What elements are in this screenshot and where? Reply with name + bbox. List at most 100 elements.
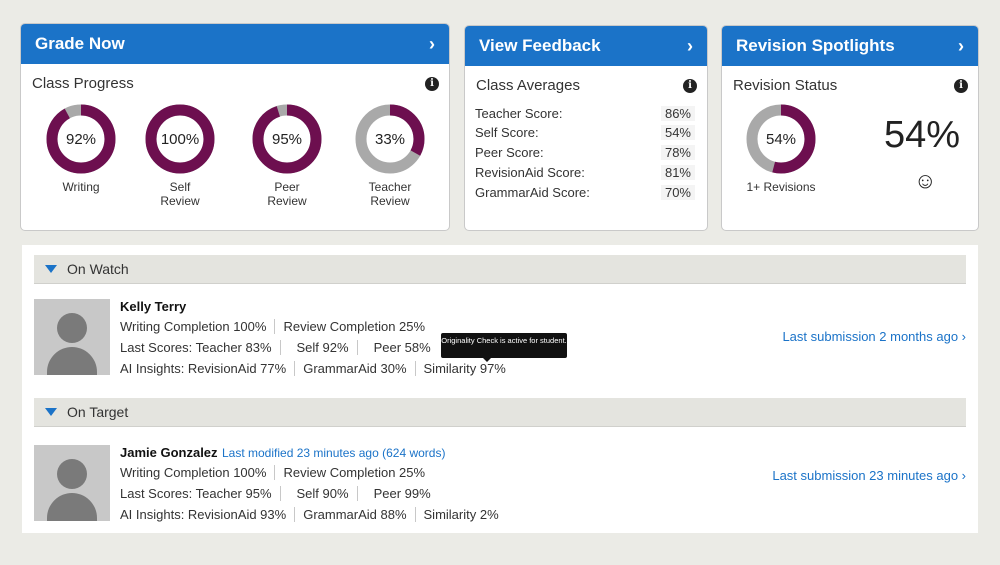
- teacher-score: Last Scores: Teacher 95%: [120, 486, 281, 501]
- donut-teacher-review: 33% Teacher Review: [345, 104, 435, 208]
- originality-tooltip: Originality Check is active for student.: [441, 333, 567, 362]
- class-progress-title: Class Progress: [32, 75, 134, 92]
- smiley-icon: ☺: [914, 168, 937, 193]
- triangle-down-icon: [45, 408, 57, 416]
- donut-revisions: 54% 1+ Revisions: [736, 104, 826, 194]
- donut-percent: 33%: [374, 130, 406, 148]
- donut-writing: 92% Writing: [36, 104, 126, 194]
- review-completion: Review Completion 25%: [283, 465, 426, 480]
- scores-line: Last Scores: Teacher 83% Self 92% Peer 5…: [120, 340, 447, 355]
- donut-percent: 92%: [65, 130, 97, 148]
- average-label: RevisionAid Score:: [475, 165, 585, 180]
- average-label: GrammarAid Score:: [475, 185, 590, 200]
- revision-spotlights-title: Revision Spotlights: [736, 36, 895, 55]
- class-progress-row: Class Progress i: [21, 75, 449, 92]
- class-averages-row: Class Averages i: [465, 77, 707, 94]
- donut-peer-review: 95% Peer Review: [242, 104, 332, 208]
- completion-line: Writing Completion 100% Review Completio…: [120, 319, 441, 334]
- info-icon[interactable]: i: [683, 78, 697, 93]
- teacher-score: Last Scores: Teacher 83%: [120, 340, 281, 355]
- revision-big-percent: 54%: [884, 114, 961, 156]
- section-title: On Target: [67, 404, 129, 420]
- grade-now-card: Grade Now › Class Progress i 92% Writing…: [20, 23, 450, 231]
- donut-label: 1+ Revisions: [746, 180, 816, 194]
- insights-line: AI Insights: RevisionAid 77% GrammarAid …: [120, 361, 522, 376]
- chevron-right-icon: ›: [958, 35, 964, 56]
- donut-arc: [252, 104, 322, 174]
- donut-percent: 95%: [271, 130, 303, 148]
- view-feedback-card: View Feedback › Class Averages i Teacher…: [464, 25, 708, 231]
- revision-status-row: Revision Status i: [722, 77, 978, 94]
- progress-donuts: 92% Writing 100% Self Review 95% Peer Re…: [21, 104, 449, 224]
- donut-arc: [355, 104, 425, 174]
- student-name[interactable]: Kelly Terry: [120, 299, 187, 314]
- avatar-head: [57, 459, 87, 489]
- revision-status-title: Revision Status: [733, 77, 838, 94]
- view-feedback-header[interactable]: View Feedback ›: [465, 26, 707, 66]
- insights-line: AI Insights: RevisionAid 93% GrammarAid …: [120, 507, 515, 522]
- last-submission-link[interactable]: Last submission 23 minutes ago ›: [772, 468, 966, 483]
- average-row-teacher: Teacher Score: 86%: [475, 106, 695, 121]
- average-value: 70%: [660, 185, 695, 200]
- donut-arc: [746, 104, 816, 174]
- donut-chart: 95%: [252, 104, 322, 174]
- donut-label: Peer Review: [267, 180, 307, 208]
- similarity-score[interactable]: Similarity 97%: [423, 361, 506, 376]
- average-label: Self Score:: [475, 125, 539, 140]
- average-row-revisionaid: RevisionAid Score: 81%: [475, 165, 695, 180]
- grade-now-header[interactable]: Grade Now ›: [21, 24, 449, 64]
- student-row-jamie-gonzalez: Jamie Gonzalez Last modified 23 minutes …: [34, 445, 966, 535]
- peer-score: Peer 99%: [373, 486, 431, 501]
- chevron-right-icon: ›: [429, 33, 435, 54]
- average-value: 78%: [660, 145, 695, 160]
- grammaraid-score: GrammarAid 30%: [303, 361, 416, 376]
- chevron-right-icon: ›: [687, 35, 693, 56]
- donut-chart: 92%: [46, 104, 116, 174]
- revisionaid-score: AI Insights: RevisionAid 93%: [120, 507, 296, 522]
- last-submission-link[interactable]: Last submission 2 months ago ›: [782, 329, 966, 344]
- average-row-self: Self Score: 54%: [475, 125, 695, 140]
- donut-chart: 100%: [145, 104, 215, 174]
- average-value: 81%: [660, 165, 695, 180]
- donut-label: Self Review: [160, 180, 200, 208]
- donut-percent: 100%: [160, 130, 200, 148]
- donut-arc: [46, 104, 116, 174]
- average-label: Teacher Score:: [475, 106, 563, 121]
- students-panel: On Watch Kelly Terry Writing Completion …: [22, 245, 978, 533]
- writing-completion: Writing Completion 100%: [120, 465, 276, 480]
- section-on-watch[interactable]: On Watch: [34, 255, 966, 284]
- donut-arc: [145, 104, 215, 174]
- section-on-target[interactable]: On Target: [34, 398, 966, 427]
- avatar-body: [47, 493, 97, 521]
- donut-label: Teacher Review: [368, 180, 412, 208]
- avatar: [34, 445, 110, 521]
- average-row-peer: Peer Score: 78%: [475, 145, 695, 160]
- self-score: Self 90%: [289, 486, 358, 501]
- grade-now-title: Grade Now: [35, 34, 125, 53]
- donut-label: Writing: [62, 180, 100, 194]
- average-row-grammaraid: GrammarAid Score: 70%: [475, 185, 695, 200]
- info-icon[interactable]: i: [425, 76, 439, 91]
- similarity-score[interactable]: Similarity 2%: [423, 507, 499, 522]
- completion-line: Writing Completion 100% Review Completio…: [120, 465, 441, 480]
- writing-completion: Writing Completion 100%: [120, 319, 276, 334]
- student-row-kelly-terry: Kelly Terry Writing Completion 100% Revi…: [34, 299, 966, 389]
- average-value: 86%: [660, 106, 695, 121]
- donut-chart: 54%: [746, 104, 816, 174]
- average-value: 54%: [660, 125, 695, 140]
- student-name[interactable]: Jamie Gonzalez: [120, 445, 218, 460]
- section-title: On Watch: [67, 261, 129, 277]
- class-averages-title: Class Averages: [476, 77, 580, 94]
- peer-score: Peer 58%: [373, 340, 431, 355]
- donut-chart: 33%: [355, 104, 425, 174]
- avatar: [34, 299, 110, 375]
- donut-self-review: 100% Self Review: [135, 104, 225, 208]
- revision-spotlights-header[interactable]: Revision Spotlights ›: [722, 26, 978, 66]
- revisionaid-score: AI Insights: RevisionAid 77%: [120, 361, 296, 376]
- average-label: Peer Score:: [475, 145, 544, 160]
- info-icon[interactable]: i: [954, 78, 968, 93]
- avatar-head: [57, 313, 87, 343]
- avatar-body: [47, 347, 97, 375]
- last-modified-link[interactable]: Last modified 23 minutes ago (624 words): [222, 446, 446, 460]
- triangle-down-icon: [45, 265, 57, 273]
